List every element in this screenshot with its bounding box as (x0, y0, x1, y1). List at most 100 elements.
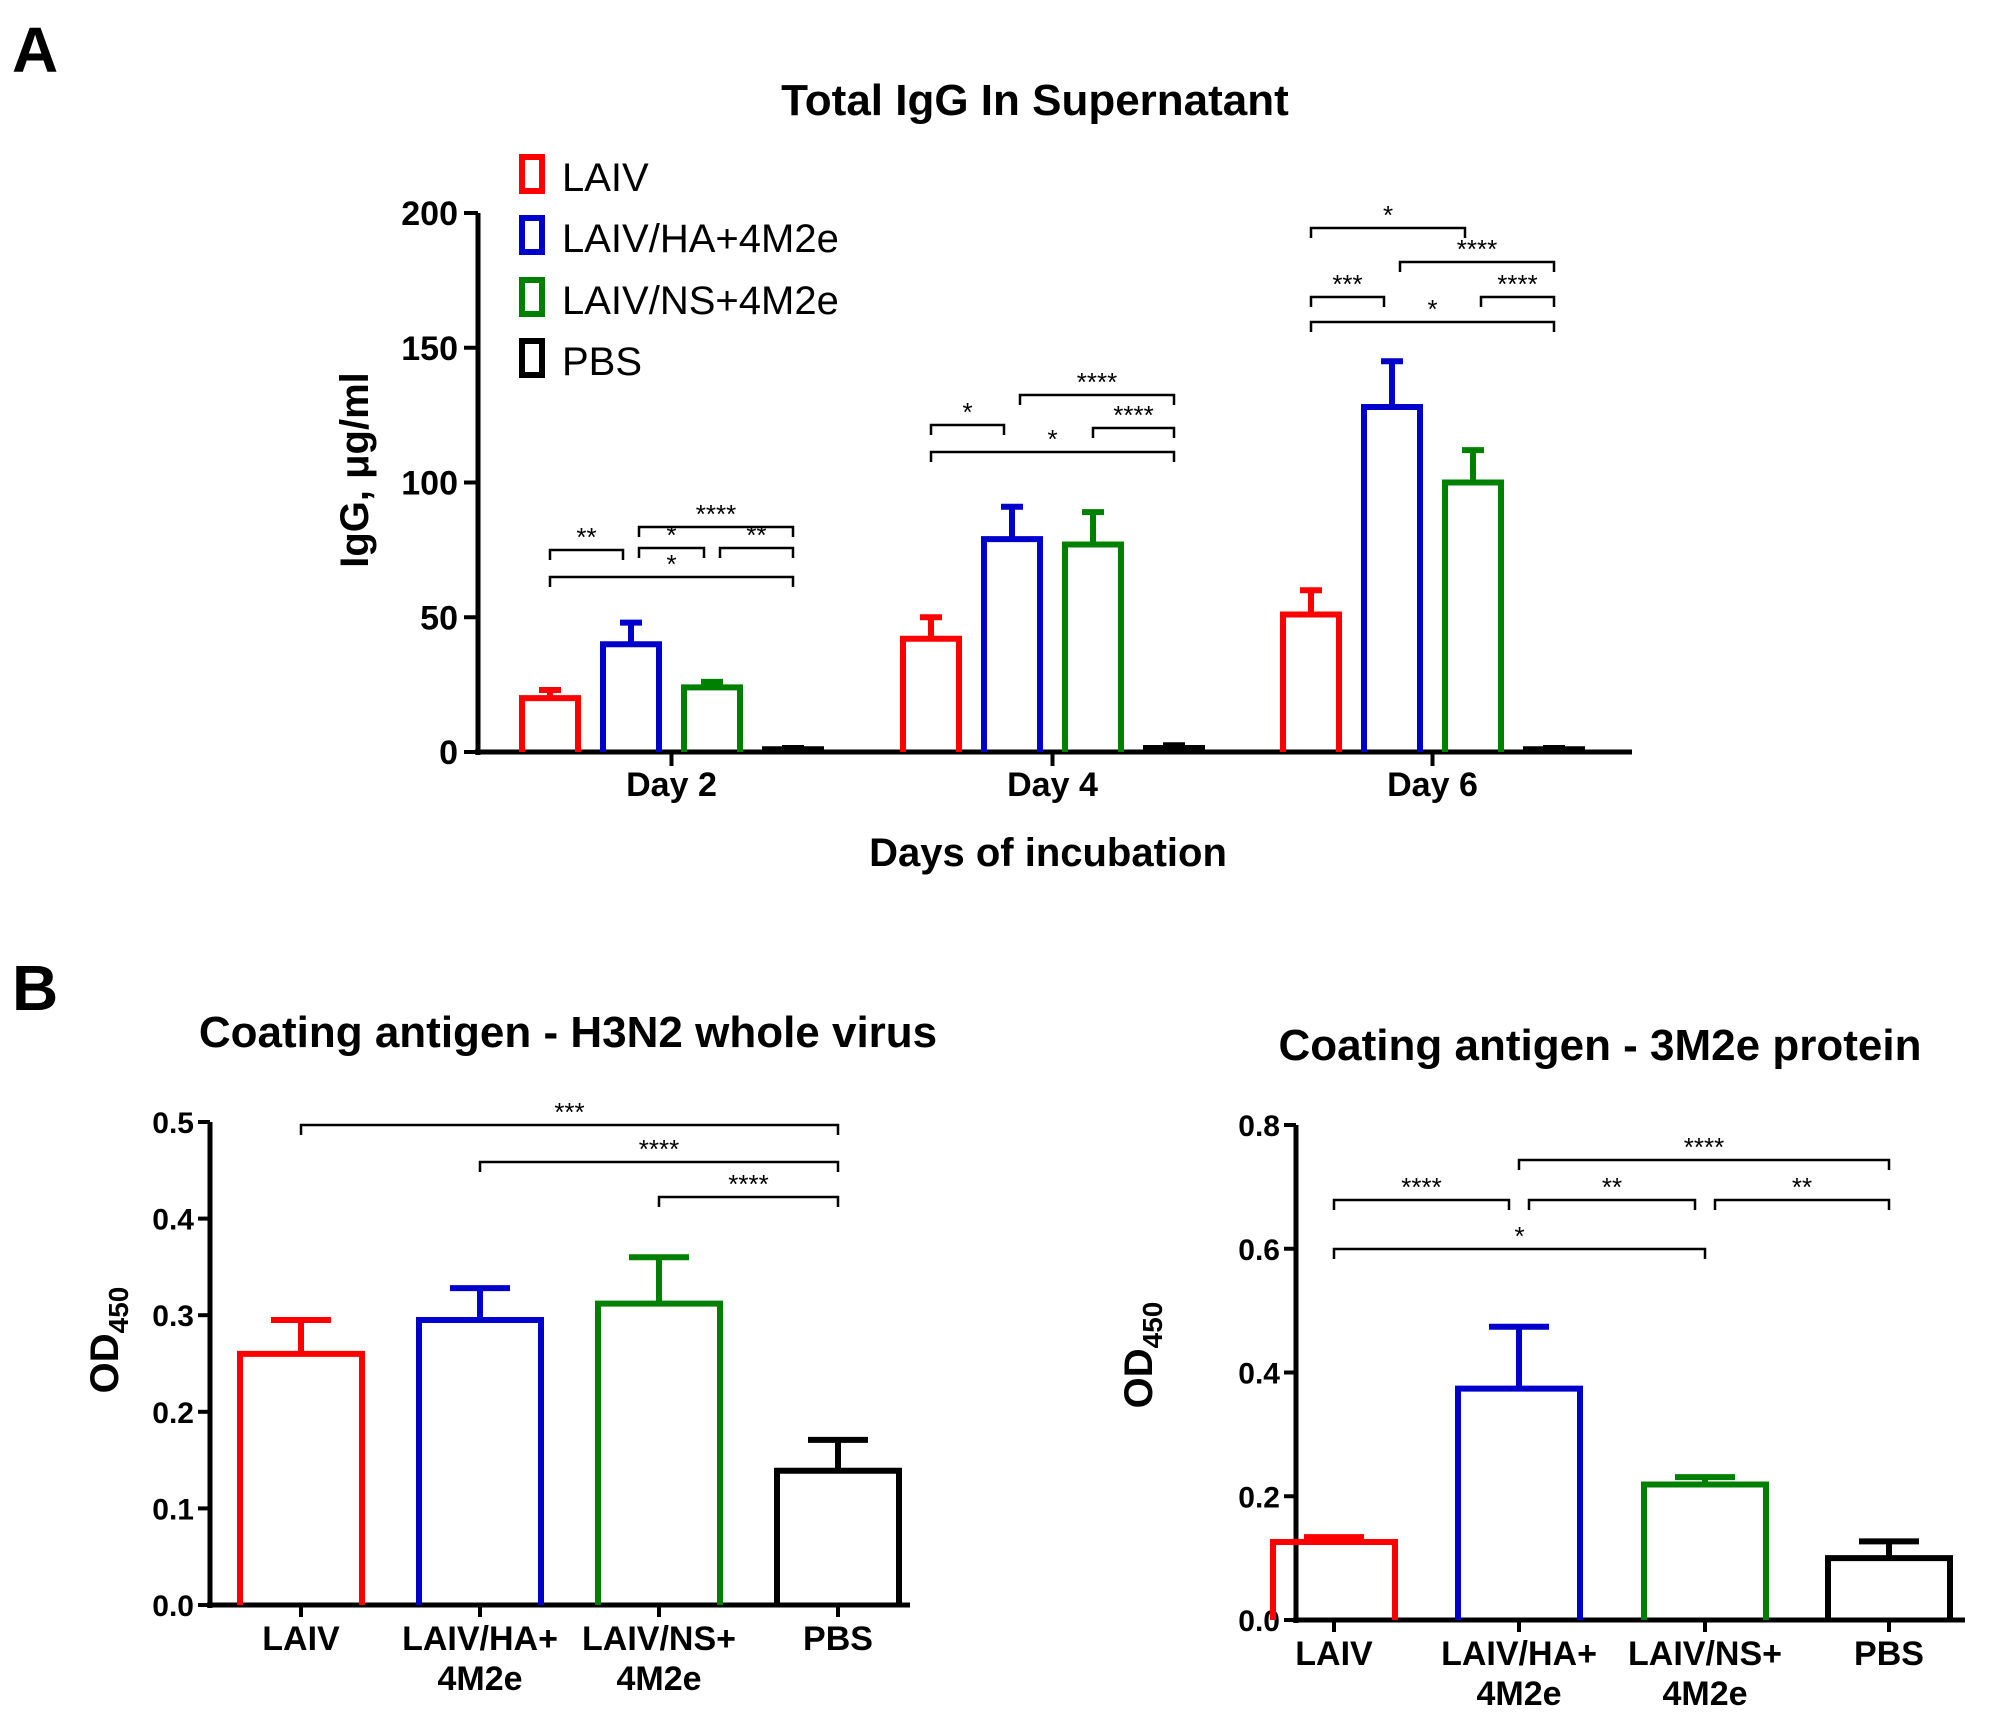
chart-a-significance-bracket (929, 450, 1176, 462)
chart-a-bar (1280, 611, 1342, 752)
chart-b1-significance-bracket (657, 1195, 840, 1207)
chart-b2-significance-bracket (1527, 1198, 1697, 1210)
chart-a-significance-bracket (1309, 226, 1467, 238)
chart-a-bar (981, 536, 1043, 752)
chart-a-ylabel: IgG, μg/ml (333, 372, 377, 568)
chart-a-category-label: Day 4 (1007, 766, 1098, 804)
chart-b2-category-label: 4M2e (1476, 1675, 1561, 1713)
chart-b2-ytick-label: 0.6 (1238, 1234, 1280, 1267)
chart-b1-ytick-label: 0.1 (152, 1493, 194, 1526)
chart-a-significance-bracket-label: * (962, 397, 972, 427)
chart-a-category-label: Day 6 (1387, 766, 1478, 804)
chart-a-legend-label: LAIV (562, 156, 649, 200)
chart-a-xlabel: Days of incubation (869, 831, 1227, 875)
chart-a-significance-bracket (1398, 260, 1556, 272)
panel-label-a: A (12, 14, 58, 86)
chart-b1-errorbar (450, 1285, 510, 1321)
chart-a-significance-bracket (718, 546, 795, 558)
chart-b1-ytick-label: 0.4 (152, 1204, 194, 1237)
chart-a-errorbar (1381, 358, 1403, 408)
chart-a-legend-swatch (519, 277, 545, 317)
chart-b2-category-label: 4M2e (1662, 1675, 1747, 1713)
chart-a-significance-bracket-label: ** (576, 522, 596, 552)
chart-b2-significance-bracket (1332, 1198, 1511, 1210)
chart-a-legend-swatch (519, 215, 545, 255)
chart-a-errorbar (1300, 587, 1322, 615)
chart-a-significance-bracket-label: ** (746, 520, 766, 550)
chart-a-title: Total IgG In Supernatant (781, 76, 1289, 125)
chart-a-significance-bracket-label: **** (1077, 367, 1117, 397)
chart-b2-ytick-label: 0.2 (1238, 1481, 1280, 1514)
chart-b1-category-label: LAIV/HA+ (402, 1620, 558, 1658)
chart-a-ytick-label: 200 (401, 195, 458, 233)
chart-a-bar (1143, 744, 1205, 752)
chart-b1-bar (416, 1317, 544, 1605)
chart-a-significance-bracket-label: * (1427, 294, 1437, 324)
chart-b1-errorbar (629, 1254, 689, 1304)
chart-a-bar (519, 695, 581, 752)
chart-a-bar (1361, 404, 1423, 752)
chart-b1-significance-bracket-label: **** (728, 1169, 768, 1199)
chart-b1-ytick-label: 0.2 (152, 1397, 194, 1430)
chart-a-errorbar (1462, 447, 1484, 483)
chart-b2-significance-bracket-label: **** (1401, 1172, 1441, 1202)
chart-b1-bar (774, 1467, 902, 1605)
chart-b1-significance-bracket-label: **** (639, 1134, 679, 1164)
chart-b2-category-label: LAIV (1295, 1635, 1373, 1673)
chart-b2-significance-bracket (1713, 1198, 1891, 1210)
chart-b2-bar (1270, 1539, 1398, 1620)
chart-b1-category-label: LAIV (262, 1620, 340, 1658)
chart-a-category-label: Day 2 (626, 766, 717, 804)
chart-b2-significance-bracket-label: ** (1602, 1172, 1622, 1202)
chart-a-bar (1523, 746, 1585, 753)
chart-b1-significance-bracket-label: *** (554, 1097, 584, 1127)
panel-label-b: B (12, 952, 58, 1024)
chart-a-significance-bracket-label: * (1383, 200, 1393, 230)
chart-a-significance-bracket (1309, 295, 1386, 307)
chart-b1-category-label: LAIV/NS+ (582, 1620, 736, 1658)
chart-a-significance-bracket (1479, 295, 1556, 307)
chart-b2-significance-bracket-label: **** (1684, 1132, 1724, 1162)
chart-a-significance-bracket (1018, 393, 1176, 405)
chart-b2-title: Coating antigen - 3M2e protein (1279, 1021, 1922, 1070)
chart-b1-category-label: 4M2e (437, 1660, 522, 1698)
chart-a-significance-bracket-label: *** (1332, 269, 1362, 299)
chart-b2-significance-bracket-label: * (1514, 1221, 1524, 1251)
chart-a-ytick-label: 100 (401, 465, 458, 503)
chart-a-bar (900, 635, 962, 752)
chart-a-significance-bracket-label: **** (1497, 269, 1537, 299)
chart-a-errorbar (1001, 503, 1023, 540)
chart-b1-title: Coating antigen - H3N2 whole virus (199, 1008, 937, 1057)
chart-a-significance-bracket (1309, 320, 1556, 332)
chart-b2-significance-bracket (1332, 1247, 1707, 1259)
chart-a-significance-bracket (548, 548, 625, 560)
chart-a-errorbar (620, 619, 642, 645)
chart-b2-significance-bracket-label: ** (1792, 1172, 1812, 1202)
chart-a-bar (762, 746, 824, 753)
chart-b1-ylabel: OD450 (83, 1287, 134, 1394)
chart-a-ytick-label: 50 (420, 599, 458, 637)
chart-a-bar (1442, 479, 1504, 752)
chart-a-significance-bracket-label: * (1047, 424, 1057, 454)
chart-b1-ytick-label: 0.3 (152, 1300, 194, 1333)
chart-a-legend-label: LAIV/HA+4M2e (562, 217, 839, 261)
chart-b2-ylabel: OD450 (1117, 1302, 1168, 1409)
chart-a-legend-label: PBS (562, 340, 642, 384)
chart-a-significance-bracket-label: **** (1457, 234, 1497, 264)
chart-b1-category-label: PBS (803, 1620, 873, 1658)
chart-b2-bar (1455, 1385, 1583, 1620)
chart-b1-errorbar (271, 1317, 331, 1354)
chart-b1-errorbar (808, 1436, 868, 1471)
chart-a-significance-bracket (637, 525, 795, 537)
chart-a-errorbar (1082, 509, 1104, 545)
chart-a-ytick-label: 150 (401, 330, 458, 368)
chart-b1-category-label: 4M2e (616, 1660, 701, 1698)
chart-b1-ytick-label: 0.5 (152, 1107, 194, 1140)
chart-b2-errorbar (1489, 1323, 1549, 1389)
chart-b2-ytick-label: 0.4 (1238, 1358, 1280, 1391)
chart-b1-significance-bracket (478, 1160, 840, 1172)
chart-a-significance-bracket (637, 546, 706, 558)
chart-a-legend-swatch (519, 154, 545, 194)
chart-b2-significance-bracket (1517, 1158, 1891, 1170)
chart-a-bar (681, 684, 743, 752)
